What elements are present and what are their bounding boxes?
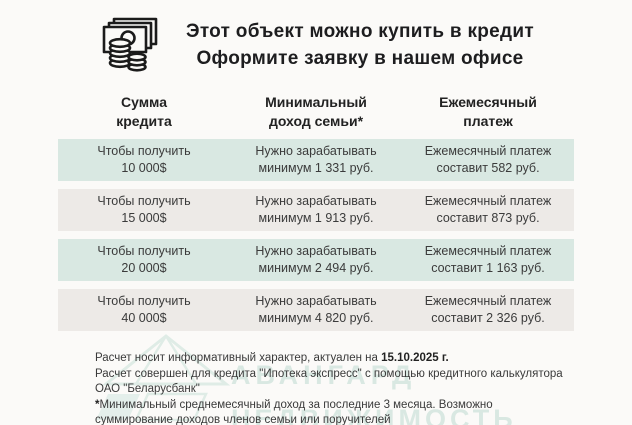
cell-line: Нужно зарабатывать bbox=[255, 194, 377, 208]
column-header-monthly-payment: Ежемесячный платеж bbox=[402, 93, 574, 131]
cell-line: 20 000$ bbox=[121, 261, 167, 275]
cell-line: составит 873 руб. bbox=[436, 211, 540, 225]
footnote-income-note-text: Минимальный среднемесячный доход за посл… bbox=[95, 398, 493, 425]
column-header-line: кредита bbox=[116, 113, 172, 129]
money-banknotes-and-coins-icon bbox=[102, 17, 158, 72]
table-row: Чтобы получить 20 000$ Нужно зарабатыват… bbox=[58, 239, 574, 281]
cell-line: Ежемесячный платеж bbox=[424, 144, 552, 158]
cell-line: составит 1 163 руб. bbox=[431, 261, 545, 275]
cell-line: Нужно зарабатывать bbox=[255, 294, 377, 308]
footnote-validity-text: Расчет носит информативный характер, акт… bbox=[95, 352, 382, 364]
title-line2: Оформите заявку в нашем офисе bbox=[196, 48, 524, 69]
title-line1: Этот объект можно купить в кредит bbox=[186, 21, 534, 42]
watermark-brand-line1: АВАНГАРД bbox=[231, 360, 417, 390]
cell-line: минимум 2 494 руб. bbox=[258, 261, 374, 275]
min-income-cell: Нужно зарабатывать минимум 1 913 руб. bbox=[230, 193, 402, 227]
footnote-income-note: *Минимальный среднемесячный доход за пос… bbox=[95, 398, 569, 425]
column-header-line: доход семьи* bbox=[268, 113, 364, 129]
table-header-row: Сумма кредита Минимальный доход семьи* Е… bbox=[58, 93, 574, 131]
column-header-line: платеж bbox=[463, 113, 513, 129]
cell-line: Ежемесячный платеж bbox=[424, 244, 552, 258]
min-income-cell: Нужно зарабатывать минимум 1 331 руб. bbox=[230, 143, 402, 177]
cell-line: 40 000$ bbox=[121, 311, 167, 325]
footnote-calculator: Расчет совершен для кредита "Ипотека экс… bbox=[95, 367, 563, 396]
table-row: Чтобы получить 10 000$ Нужно зарабатыват… bbox=[58, 139, 574, 181]
cell-line: Чтобы получить bbox=[97, 144, 191, 158]
column-header-line: Сумма bbox=[120, 94, 168, 110]
credit-sum-cell: Чтобы получить 10 000$ bbox=[58, 143, 230, 177]
page-title: Этот объект можно купить в кредит Оформи… bbox=[186, 18, 534, 72]
cell-line: Ежемесячный платеж bbox=[424, 194, 552, 208]
cell-line: Чтобы получить bbox=[97, 294, 191, 308]
footnote-validity-date: 15.10.2025 г. bbox=[381, 352, 449, 364]
table-row: Чтобы получить 15 000$ Нужно зарабатыват… bbox=[58, 189, 574, 231]
credit-sum-cell: Чтобы получить 20 000$ bbox=[58, 243, 230, 277]
credit-sum-cell: Чтобы получить 15 000$ bbox=[58, 193, 230, 227]
cell-line: Нужно зарабатывать bbox=[255, 144, 377, 158]
watermark-brand-line2: НЕДВИЖИМОСТЬ bbox=[231, 404, 517, 425]
column-header-credit-sum: Сумма кредита bbox=[58, 93, 230, 131]
cell-line: Нужно зарабатывать bbox=[255, 244, 377, 258]
cell-line: составит 2 326 руб. bbox=[431, 311, 545, 325]
credit-sum-cell: Чтобы получить 40 000$ bbox=[58, 293, 230, 327]
min-income-cell: Нужно зарабатывать минимум 4 820 руб. bbox=[230, 293, 402, 327]
monthly-payment-cell: Ежемесячный платеж составит 2 326 руб. bbox=[402, 293, 574, 327]
cell-line: 15 000$ bbox=[121, 211, 167, 225]
cell-line: Чтобы получить bbox=[97, 194, 191, 208]
cell-line: минимум 1 331 руб. bbox=[258, 161, 374, 175]
cell-line: Чтобы получить bbox=[97, 244, 191, 258]
cell-line: Ежемесячный платеж bbox=[424, 294, 552, 308]
monthly-payment-cell: Ежемесячный платеж составит 873 руб. bbox=[402, 193, 574, 227]
column-header-line: Минимальный bbox=[265, 94, 367, 110]
umbrella-logo-icon bbox=[96, 334, 231, 422]
cell-line: минимум 1 913 руб. bbox=[258, 211, 374, 225]
footnotes: Расчет носит информативный характер, акт… bbox=[95, 351, 569, 425]
footnote-validity: Расчет носит информативный характер, акт… bbox=[95, 351, 569, 367]
cell-line: 10 000$ bbox=[121, 161, 167, 175]
monthly-payment-cell: Ежемесячный платеж составит 1 163 руб. bbox=[402, 243, 574, 277]
cell-line: составит 582 руб. bbox=[436, 161, 540, 175]
table-row: Чтобы получить 40 000$ Нужно зарабатыват… bbox=[58, 289, 574, 331]
monthly-payment-cell: Ежемесячный платеж составит 582 руб. bbox=[402, 143, 574, 177]
header: Этот объект можно купить в кредит Оформи… bbox=[0, 0, 632, 74]
column-header-min-income: Минимальный доход семьи* bbox=[230, 93, 402, 131]
cell-line: минимум 4 820 руб. bbox=[258, 311, 374, 325]
footnote-asterisk: * bbox=[95, 398, 100, 411]
column-header-line: Ежемесячный bbox=[439, 94, 537, 110]
min-income-cell: Нужно зарабатывать минимум 2 494 руб. bbox=[230, 243, 402, 277]
